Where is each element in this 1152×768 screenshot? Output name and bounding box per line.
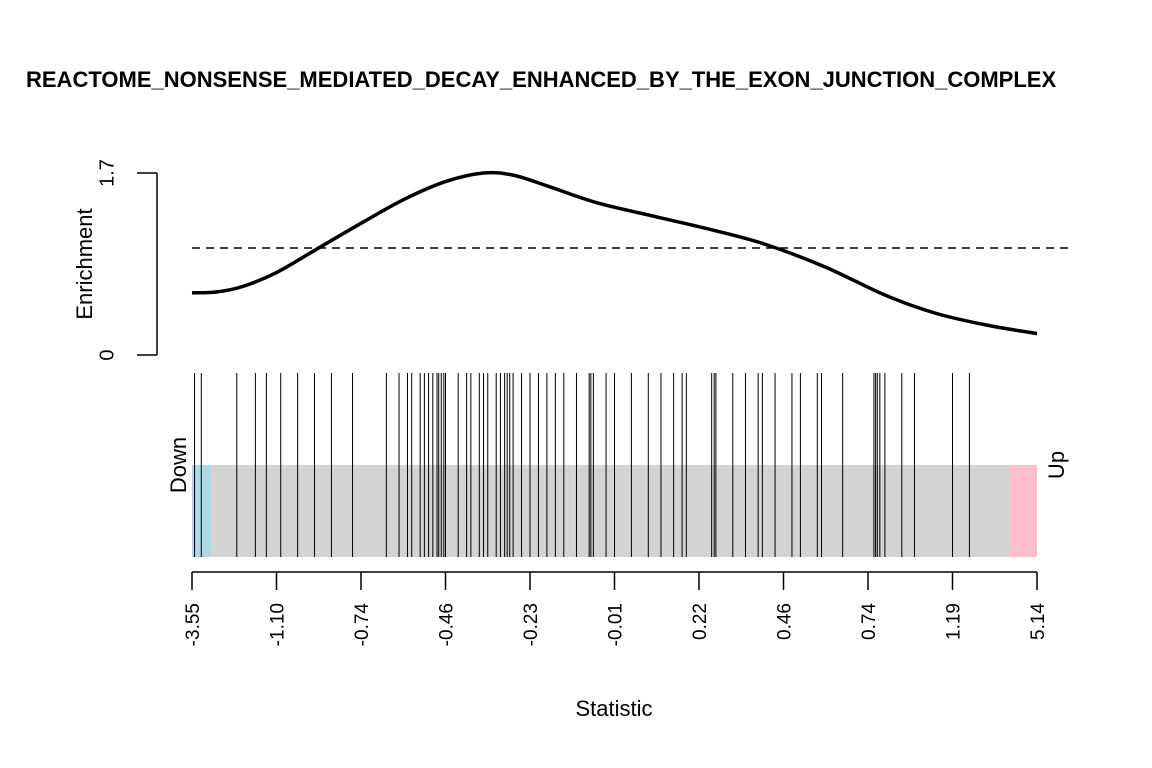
x-tick-label: -0.46 bbox=[437, 603, 458, 646]
x-axis-label: Statistic bbox=[575, 696, 652, 721]
x-tick-label: 0.22 bbox=[690, 603, 711, 640]
up-region bbox=[1009, 465, 1037, 557]
down-label: Down bbox=[166, 437, 191, 493]
x-tick-label: 5.14 bbox=[1028, 603, 1049, 640]
x-tick-label: -0.01 bbox=[606, 603, 627, 646]
up-label: Up bbox=[1044, 451, 1069, 479]
y-tick-bottom: 0 bbox=[96, 349, 118, 360]
x-tick-label: 0.46 bbox=[775, 603, 796, 640]
x-tick-label: 0.74 bbox=[859, 603, 880, 640]
barcode-band: Down Up bbox=[166, 373, 1069, 557]
x-tick-label: -1.10 bbox=[268, 603, 289, 646]
y-axis: 1.7 0 Enrichment bbox=[72, 159, 158, 361]
x-tick-label: -3.55 bbox=[183, 603, 204, 646]
x-tick-label: -0.74 bbox=[352, 603, 373, 647]
y-tick-top: 1.7 bbox=[96, 159, 118, 187]
x-tick-label: 1.19 bbox=[944, 603, 965, 640]
x-tick-label: -0.23 bbox=[521, 603, 542, 646]
barcode-lines bbox=[194, 373, 970, 557]
x-axis: -3.55 -1.10 -0.74 -0.46 -0.23 -0.01 0.22 0.46 0.… bbox=[183, 571, 1049, 647]
y-axis-label: Enrichment bbox=[72, 208, 97, 319]
enrichment-curve bbox=[191, 170, 1038, 336]
chart-title: REACTOME_NONSENSE_MEDIATED_DECAY_ENHANCE… bbox=[26, 67, 1056, 92]
